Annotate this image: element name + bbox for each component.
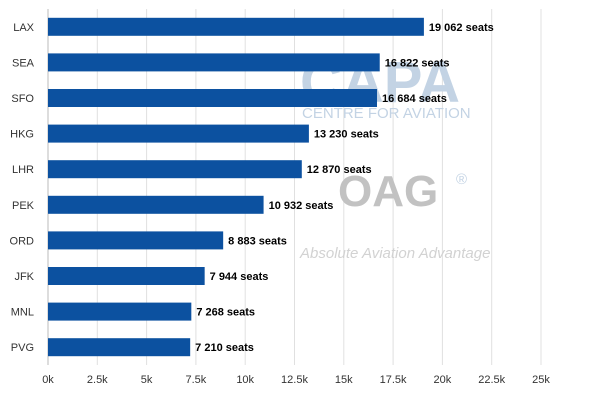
data-label: 7 268 seats — [196, 307, 255, 319]
category-label: LAX — [13, 22, 34, 34]
bar — [48, 338, 191, 357]
x-tick-label: 20k — [434, 374, 452, 386]
oag-watermark: OAG — [338, 167, 438, 216]
data-label: 19 062 seats — [429, 22, 494, 34]
x-tick-label: 12.5k — [281, 374, 308, 386]
x-tick-label: 17.5k — [380, 374, 407, 386]
bar — [48, 302, 192, 321]
capa-watermark-subtitle: CENTRE FOR AVIATION — [302, 105, 471, 122]
category-label: PVG — [11, 342, 34, 354]
x-tick-label: 10k — [236, 374, 254, 386]
category-label: SEA — [12, 57, 35, 69]
bar — [48, 17, 424, 36]
category-label: SFO — [11, 93, 34, 105]
data-label: 7 210 seats — [195, 342, 254, 354]
data-label: 8 883 seats — [228, 235, 287, 247]
bar — [48, 124, 309, 143]
oag-registered-mark: ® — [456, 171, 467, 188]
bar — [48, 53, 380, 72]
x-tick-label: 22.5k — [478, 374, 505, 386]
bar — [48, 231, 224, 250]
data-label: 12 870 seats — [307, 164, 372, 176]
bars — [48, 17, 424, 357]
x-tick-label: 0k — [42, 374, 54, 386]
category-label: ORD — [10, 235, 35, 247]
x-tick-label: 5k — [141, 374, 153, 386]
x-tick-label: 2.5k — [87, 374, 108, 386]
data-label: 16 684 seats — [382, 93, 447, 105]
labels: 0k 2.5k 5k 7.5k 10k 12.5k 15k 17.5k 20k 22.5k 25k L… — [10, 22, 551, 386]
x-tick-label: 15k — [335, 374, 353, 386]
category-label: HKG — [10, 129, 34, 141]
bar — [48, 160, 302, 179]
category-label: MNL — [11, 307, 34, 319]
oag-watermark-tagline: Absolute Aviation Advantage — [299, 245, 490, 262]
data-label: 16 822 seats — [385, 57, 450, 69]
bar — [48, 89, 378, 107]
x-tick-label: 25k — [532, 374, 550, 386]
data-label: 10 932 seats — [269, 200, 334, 212]
watermarks: CAPA CENTRE FOR AVIATION OAG ® Absolute … — [299, 50, 490, 262]
category-label: JFK — [14, 271, 34, 283]
data-label: 13 230 seats — [314, 129, 379, 141]
bar — [48, 267, 205, 285]
x-tick-label: 7.5k — [186, 374, 207, 386]
bar — [48, 195, 264, 214]
category-label: PEK — [12, 200, 35, 212]
category-label: LHR — [12, 164, 34, 176]
data-label: 7 944 seats — [210, 271, 269, 283]
